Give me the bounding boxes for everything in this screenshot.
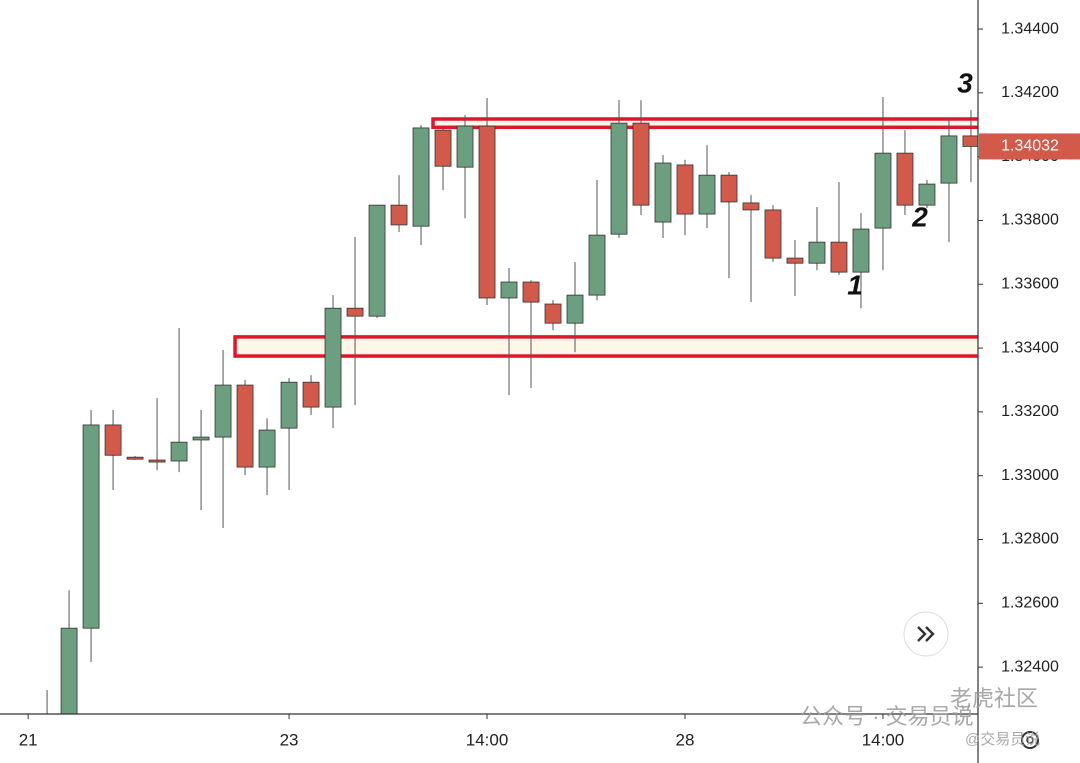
candle-body [654,162,672,223]
zone [431,117,978,130]
watermark: 公众号 · 交易员说 [800,704,974,729]
y-tick-label: 1.33400 [1001,339,1059,356]
annotation: 1 [847,269,863,300]
candle-body [214,384,232,438]
candle-body [544,303,562,324]
plot-area [46,96,978,714]
candle-body [940,135,958,184]
candle-body [456,125,474,168]
candle-body [918,183,936,206]
candle-body [764,209,782,259]
candle-body [588,234,606,296]
candle-body [478,125,496,299]
y-tick-label: 1.34200 [1001,84,1059,101]
candle-body [390,204,408,226]
candle-body [676,164,694,215]
scroll-button[interactable] [903,611,949,657]
candle-body [280,381,298,429]
candle-body [830,241,848,273]
zone [233,335,978,358]
settings-icon[interactable] [1021,731,1039,749]
y-tick-label: 1.32800 [1001,531,1059,548]
watermark: @交易员说 [965,730,1040,748]
candle-body [566,294,584,324]
candle-body [324,307,342,408]
annotation: 2 [911,201,928,232]
y-tick-label: 1.33000 [1001,467,1059,484]
y-tick-label: 1.32600 [1001,595,1059,612]
candle-body [368,204,386,317]
watermark: 老虎社区 [950,686,1038,711]
candle-body [962,135,978,147]
x-tick-label: 21 [19,730,38,749]
candle-body [148,459,166,463]
gear-center [1026,736,1034,744]
candle-body [236,384,254,468]
axes: 1.32400 1.32600 1.32800 1.33000 1.33200 1.334… [19,20,1059,749]
candle-body [412,127,430,227]
annotation: 3 [957,67,973,98]
candle-body [126,456,144,460]
candle-body [852,228,870,273]
candle-body [346,307,364,317]
candle-body [610,122,628,235]
last-price-label: 1.34032 [1001,138,1059,155]
candle-body [500,281,518,299]
candle-body [698,174,716,215]
candle-body [192,436,210,441]
y-tick-label: 1.32400 [1001,658,1059,675]
candle-body [60,627,78,714]
candle-body [786,257,804,264]
candle-body [522,281,540,303]
x-tick-label: 23 [280,730,299,749]
x-tick-label: 28 [676,730,695,749]
gear[interactable] [1021,731,1039,749]
y-tick-label: 1.33200 [1001,403,1059,420]
candle-body [82,424,100,629]
candle-body [632,122,650,206]
candle-body [808,241,826,264]
candle-body [104,424,122,456]
candle-body [434,129,452,167]
candle-body [302,381,320,408]
y-tick-label: 1.34400 [1001,20,1059,37]
x-tick-label: 14:00 [466,730,509,749]
y-tick-label: 1.33600 [1001,275,1059,292]
candle-body [896,152,914,206]
last-price-tag [979,133,1080,160]
candle-body [258,429,276,468]
candle-body [742,202,760,211]
scroll-icon [917,626,935,642]
candle-body [720,174,738,203]
x-tick-label: 14:00 [862,730,905,749]
y-tick-label: 1.33800 [1001,212,1059,229]
candle-body [170,441,188,462]
candle-body [874,152,892,229]
